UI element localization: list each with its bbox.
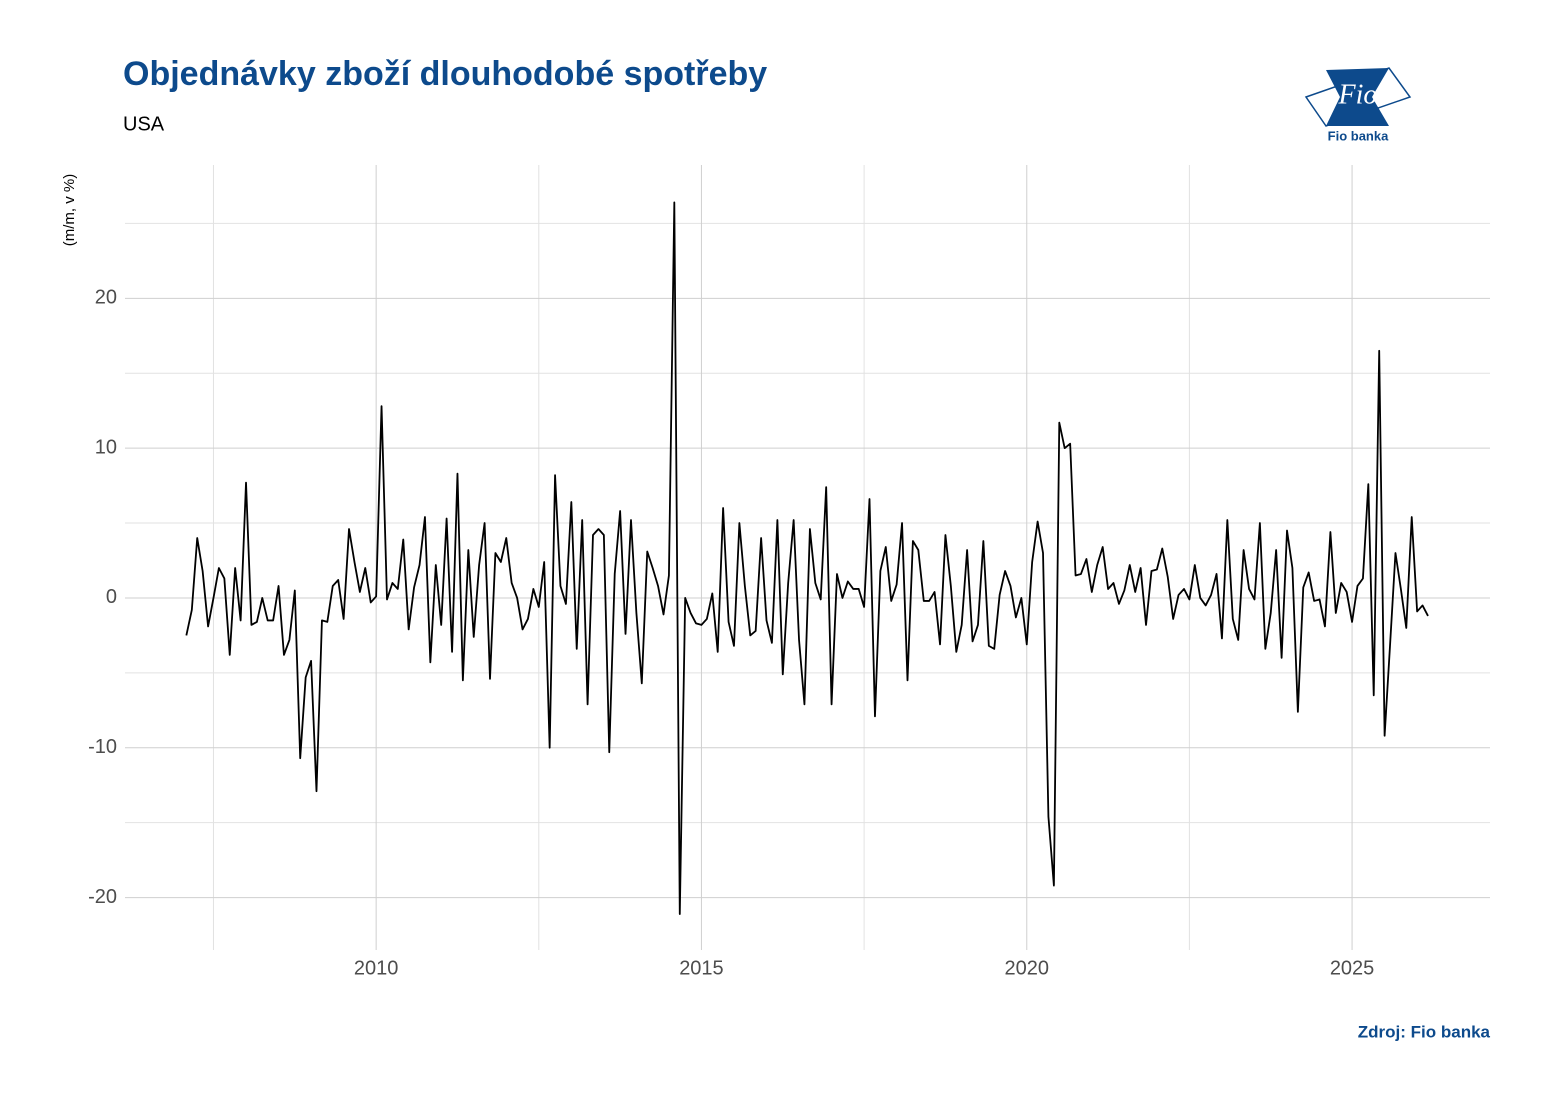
- y-tick-label: -10: [88, 736, 117, 758]
- logo-text: Fio: [1338, 79, 1378, 110]
- logo-shape: [1326, 68, 1389, 126]
- logo-caption: Fio banka: [1328, 128, 1389, 143]
- x-tick-label: 2010: [354, 957, 399, 979]
- chart-title: Objednávky zboží dlouhodobé spotřeby: [123, 55, 767, 93]
- y-tick-label: 10: [95, 436, 117, 458]
- x-tick-label: 2015: [679, 957, 724, 979]
- x-tick-label: 2020: [1005, 957, 1050, 979]
- y-tick-label: 20: [95, 287, 117, 309]
- data-line: [185, 201, 1429, 915]
- y-tick-label: -20: [88, 886, 117, 908]
- x-tick-label: 2025: [1330, 957, 1375, 979]
- logo: Fio Fio banka: [1304, 67, 1412, 143]
- y-axis-label: (m/m, v %): [61, 174, 78, 247]
- source-note: Zdroj: Fio banka: [1358, 1022, 1491, 1041]
- chart-subtitle: USA: [123, 113, 165, 135]
- y-tick-label: 0: [106, 586, 117, 608]
